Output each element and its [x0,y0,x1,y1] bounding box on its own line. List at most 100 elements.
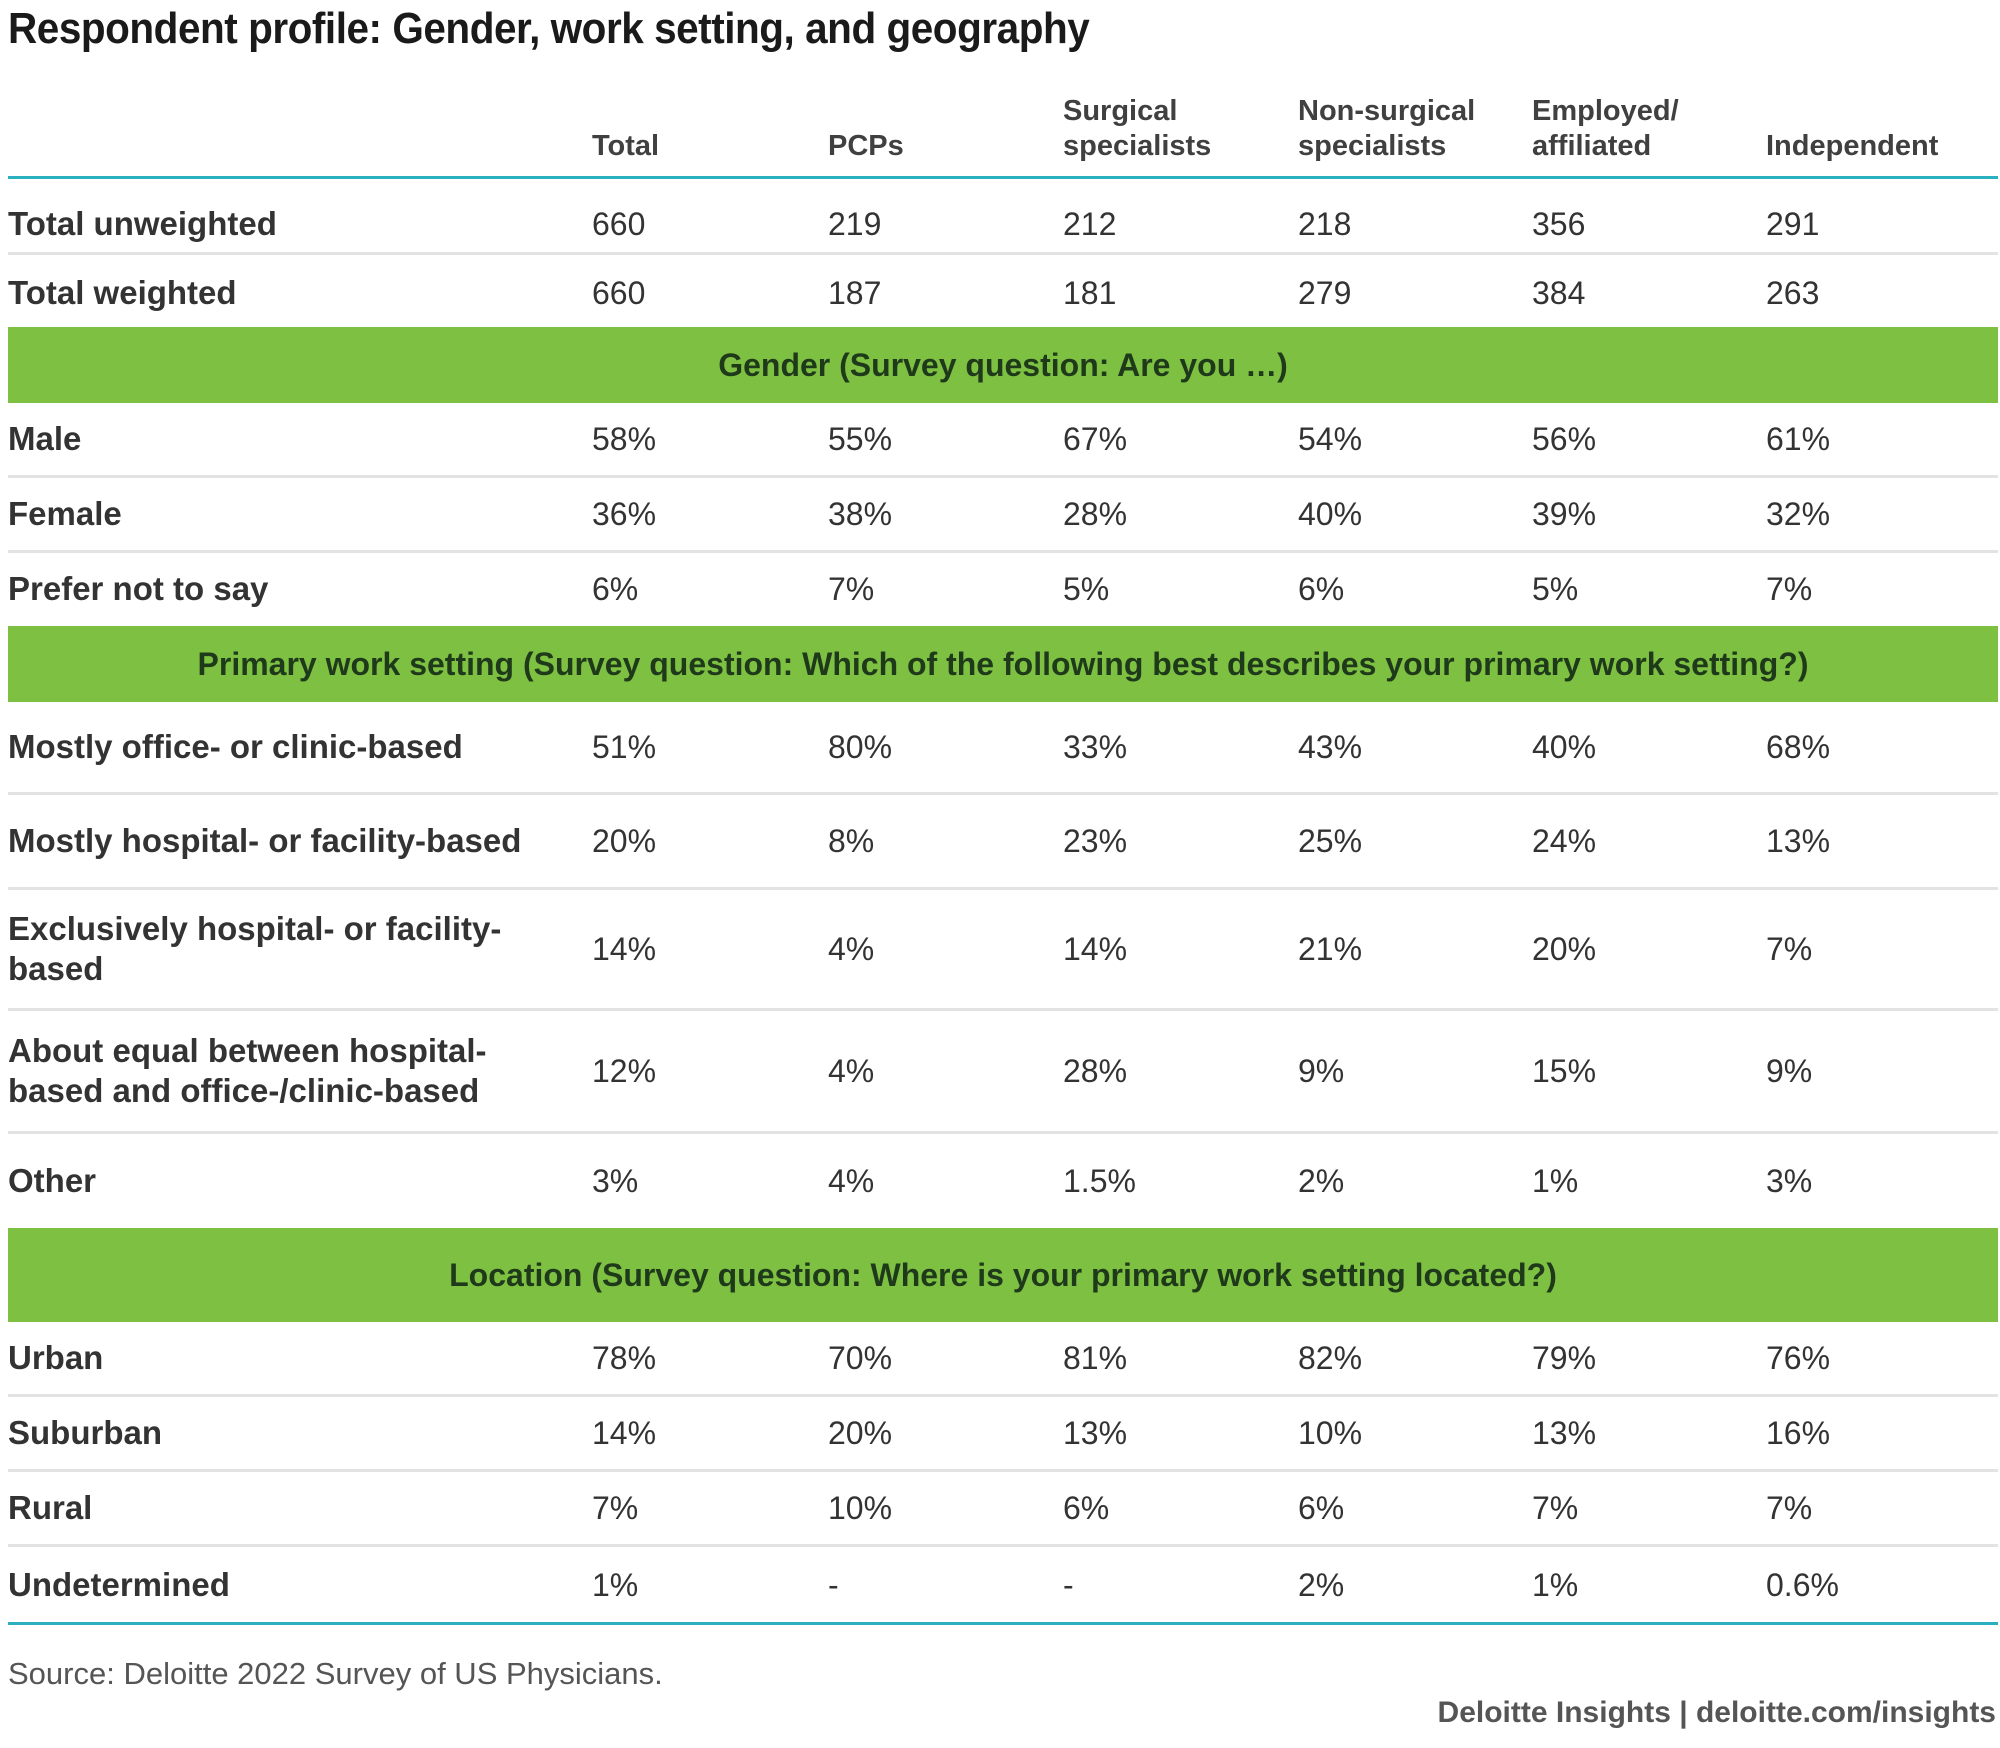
column-header-line [1766,94,1938,129]
column-header-line: affiliated [1532,130,1652,162]
table-cell: 6% [592,571,639,607]
table-cell: 384 [1532,275,1586,311]
column-header: Non-surgical specialists [1298,94,1475,164]
table-cell: 4% [828,1163,875,1199]
table-cell: - [1063,1567,1074,1603]
table-cell: 4% [828,1053,875,1089]
table-cell: 7% [592,1490,639,1526]
row-divider [8,1131,1998,1134]
table-cell: 54% [1298,421,1363,457]
source-note: Source: Deloitte 2022 Survey of US Physi… [8,1656,663,1691]
row-label: Female [8,495,122,532]
table-cell: 20% [592,823,657,859]
table-cell: 76% [1766,1340,1831,1376]
table-cell: 82% [1298,1340,1363,1376]
table-cell: 28% [1063,496,1128,532]
row-divider [8,792,1998,795]
table-cell: 58% [592,421,657,457]
table-cell: 0.6% [1766,1567,1839,1603]
table-cell: 14% [1063,931,1128,967]
table-cell: 291 [1766,206,1820,242]
column-header: Employed/affiliated [1532,94,1679,164]
section-header-band: Location (Survey question: Where is your… [8,1228,1998,1322]
table-cell: 40% [1298,496,1363,532]
row-label: Total unweighted [8,205,277,242]
table-cell: 7% [1532,1490,1579,1526]
table-cell: 187 [828,275,882,311]
section-title: Gender (Survey question: Are you …) [718,346,1288,383]
table-cell: 356 [1532,206,1586,242]
table-cell: 3% [592,1163,639,1199]
row-divider [8,1469,1998,1472]
table-cell: 219 [828,206,882,242]
table-cell: 28% [1063,1053,1128,1089]
table-cell: 79% [1532,1340,1597,1376]
column-header-line [828,94,904,129]
table-cell: 13% [1766,823,1831,859]
table-cell: 40% [1532,729,1597,765]
table-cell: 7% [1766,931,1813,967]
table-cell: 51% [592,729,657,765]
table-cell: 25% [1298,823,1363,859]
table-cell: 5% [1532,571,1579,607]
row-label: About equal between hospital-based and o… [8,1032,487,1109]
table-cell: 61% [1766,421,1831,457]
table-cell: 13% [1063,1415,1128,1451]
column-header: PCPs [828,94,904,164]
row-label: Suburban [8,1414,162,1451]
table-cell: 23% [1063,823,1128,859]
table-cell: 7% [828,571,875,607]
table-cell: 21% [1298,931,1363,967]
row-divider [8,252,1998,255]
table-cell: 78% [592,1340,657,1376]
table-cell: 39% [1532,496,1597,532]
table-cell: 20% [828,1415,893,1451]
table-cell: 24% [1532,823,1597,859]
section-title: Primary work setting (Survey question: W… [197,645,1809,682]
table-cell: 6% [1298,1490,1345,1526]
table-cell: 212 [1063,206,1117,242]
table-cell: 67% [1063,421,1128,457]
row-divider [8,475,1998,478]
row-label: Total weighted [8,274,237,311]
table-cell: 7% [1766,571,1813,607]
table-cell: 38% [828,496,893,532]
table-cell: 68% [1766,729,1831,765]
table-cell: 4% [828,931,875,967]
row-divider [8,550,1998,553]
column-header-line: PCPs [828,130,904,162]
table-cell: 10% [828,1490,893,1526]
row-divider [8,887,1998,890]
column-header: Total [592,94,659,164]
table-cell: 15% [1532,1053,1597,1089]
row-label: Male [8,420,82,457]
table-cell: 1% [592,1567,639,1603]
table-cell: 6% [1298,571,1345,607]
table-cell: 218 [1298,206,1352,242]
row-label: Other [8,1162,97,1199]
table-cell: 660 [592,206,646,242]
table-cell: 16% [1766,1415,1831,1451]
column-header-line: Surgical [1063,95,1178,127]
table-cell: 9% [1766,1053,1813,1089]
table-cell: 36% [592,496,657,532]
table-cell: - [828,1567,839,1603]
table-cell: 3% [1766,1163,1813,1199]
column-header-line: Total [592,130,660,162]
row-label: Undetermined [8,1566,230,1603]
section-header-band: Gender (Survey question: Are you …) [8,327,1998,403]
table-cell: 2% [1298,1567,1345,1603]
table-cell: 263 [1766,275,1820,311]
column-header-line: Non-surgical [1298,95,1476,127]
row-label: Rural [8,1489,93,1526]
row-divider [8,1394,1998,1397]
table-cell: 660 [592,275,646,311]
column-header-line: Employed/ [1532,95,1679,127]
table-cell: 14% [592,1415,657,1451]
table-cell: 7% [1766,1490,1813,1526]
table-cell: 13% [1532,1415,1597,1451]
row-label: Exclusively hospital- or facility-based [8,910,502,987]
table-cell: 33% [1063,729,1128,765]
column-header: Independent [1766,94,1938,164]
column-header-line: specialists [1063,130,1212,162]
